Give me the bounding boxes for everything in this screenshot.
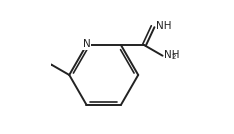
Text: NH: NH xyxy=(156,21,172,31)
Text: 2: 2 xyxy=(171,54,176,60)
Text: N: N xyxy=(83,39,90,49)
Text: NH: NH xyxy=(164,50,179,60)
